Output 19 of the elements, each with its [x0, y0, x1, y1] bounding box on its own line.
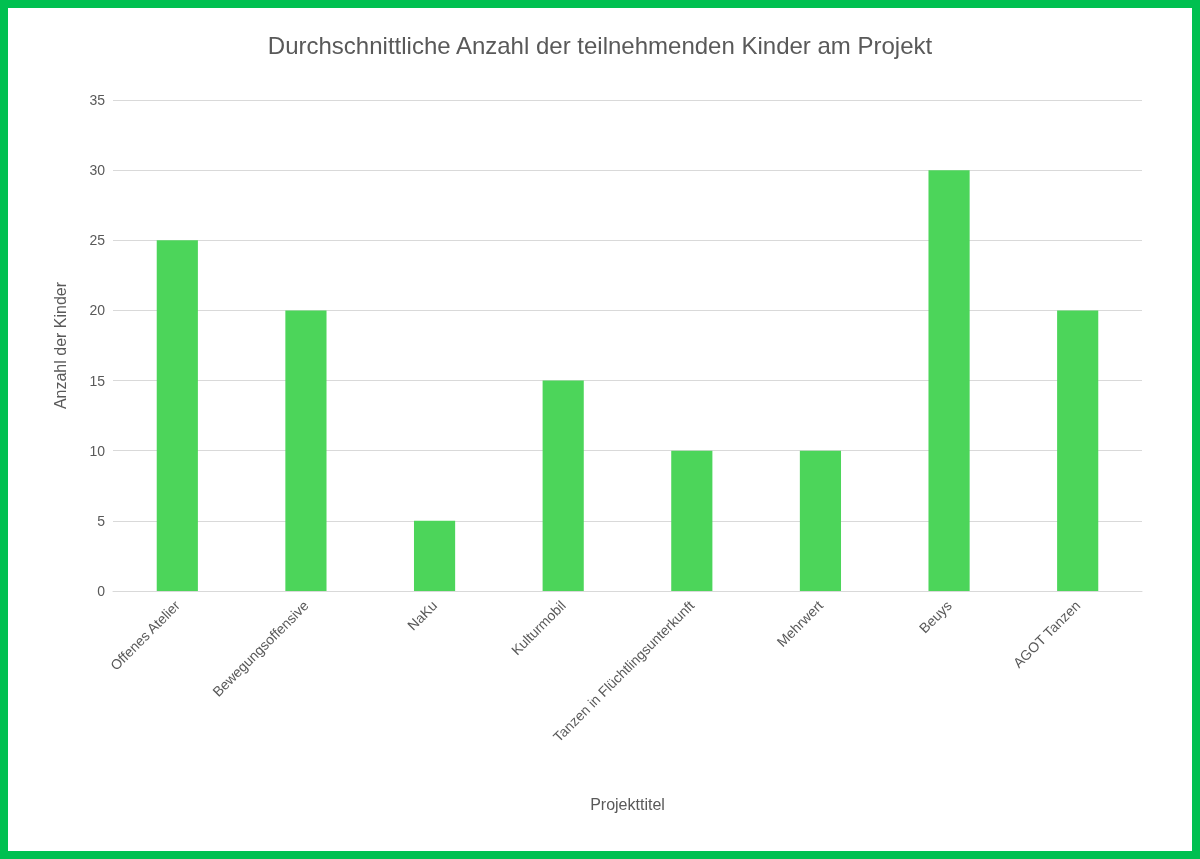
bar — [285, 310, 327, 591]
y-axis-title: Anzahl der Kinder — [51, 281, 69, 410]
chart-title: Durchschnittliche Anzahl der teilnehmenden Kinder am Projekt — [267, 31, 933, 59]
bar — [799, 450, 842, 591]
bar — [542, 380, 584, 591]
y-tick-label: 25 — [89, 232, 106, 249]
y-tick-label: 35 — [89, 92, 106, 108]
bar — [928, 170, 970, 591]
y-tick-label: 15 — [89, 372, 106, 389]
bar — [671, 450, 713, 591]
y-tick-label: 0 — [97, 583, 106, 599]
x-axis-title: Projekttitel — [590, 795, 665, 813]
y-tick-label: 30 — [89, 162, 106, 179]
y-tick-label: 10 — [89, 442, 106, 459]
y-tick-label: 20 — [89, 302, 106, 319]
bar — [156, 240, 198, 591]
y-tick-label: 5 — [97, 512, 106, 529]
bar — [1057, 310, 1099, 591]
bar — [413, 520, 456, 591]
